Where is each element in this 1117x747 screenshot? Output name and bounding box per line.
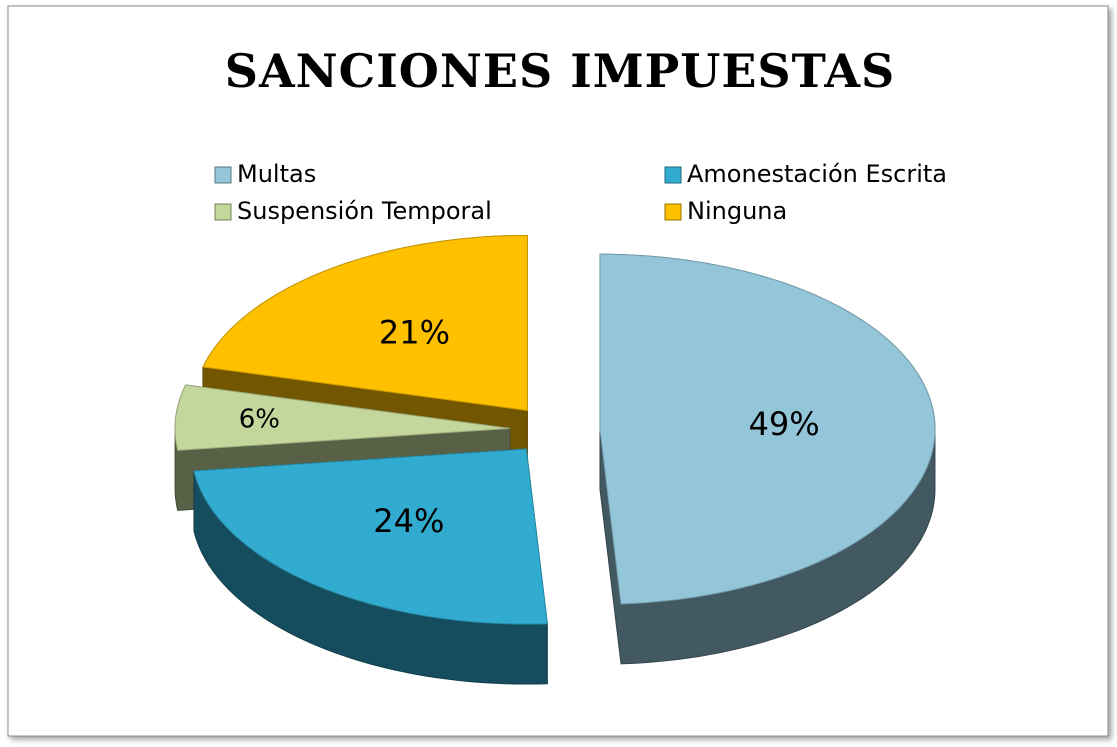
legend-swatch <box>664 203 682 221</box>
legend-label: Ninguna <box>687 197 787 225</box>
chart-title: SANCIONES IMPUESTAS <box>225 44 896 98</box>
slice <box>174 384 511 451</box>
data-label: 49% <box>749 405 820 443</box>
data-label: 6% <box>239 405 280 435</box>
legend-label: Amonestación Escrita <box>687 160 947 188</box>
legend-swatch <box>214 203 232 221</box>
slice <box>202 234 528 412</box>
data-label: 21% <box>379 313 450 351</box>
legend-swatch <box>214 166 232 184</box>
legend-label: Suspensión Temporal <box>237 197 492 225</box>
legend-label: Multas <box>237 160 316 188</box>
legend-swatch <box>664 166 682 184</box>
chart-frame <box>7 5 1109 737</box>
data-label: 24% <box>373 502 444 540</box>
slice <box>193 448 548 685</box>
slice <box>599 253 936 605</box>
slice <box>599 253 936 665</box>
slice <box>193 448 548 625</box>
